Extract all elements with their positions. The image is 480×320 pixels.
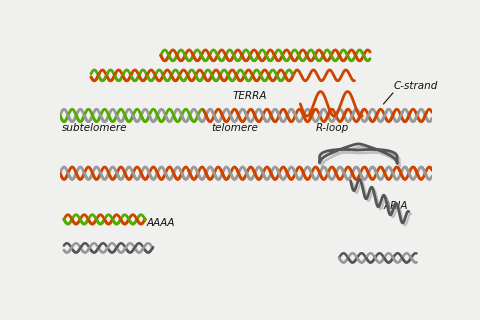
Text: subtelomere: subtelomere bbox=[61, 123, 127, 133]
Text: telomere: telomere bbox=[211, 123, 258, 133]
Text: R-loop: R-loop bbox=[316, 123, 349, 133]
Text: C-strand: C-strand bbox=[393, 81, 438, 91]
Text: AAAA: AAAA bbox=[147, 218, 175, 228]
Text: TERRA: TERRA bbox=[233, 91, 267, 101]
Text: ARIA: ARIA bbox=[384, 201, 408, 211]
